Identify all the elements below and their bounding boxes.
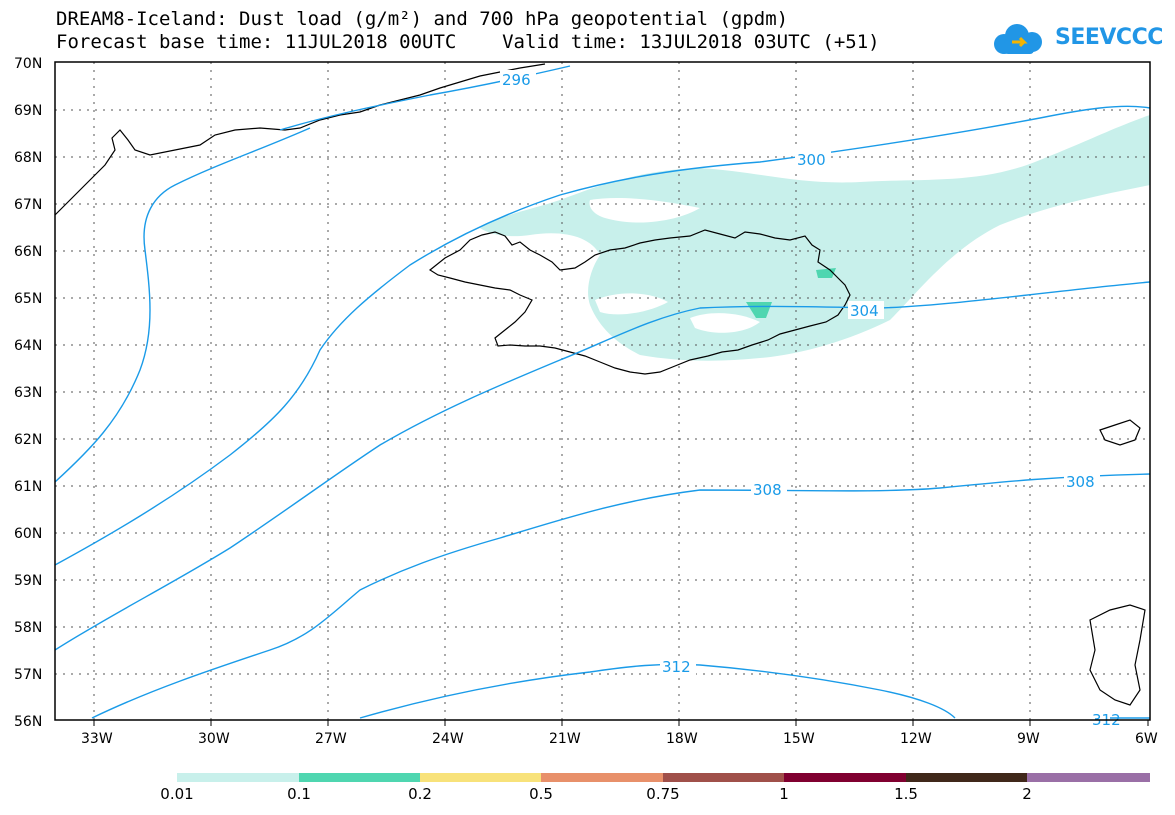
grid-lines	[55, 62, 1150, 720]
lon-label: 27W	[315, 731, 347, 747]
lon-label: 33W	[81, 731, 113, 747]
contour-label-312: 312	[662, 658, 691, 676]
colorbar	[177, 773, 1150, 782]
contour-308	[91, 473, 1151, 719]
lat-label: 64N	[14, 338, 42, 354]
lon-label: 24W	[432, 731, 464, 747]
contour-label-308: 308	[753, 481, 782, 499]
lat-label: 57N	[14, 667, 42, 683]
colorbar-label: 0.75	[646, 785, 680, 803]
tick-marks	[93, 720, 1149, 726]
iceland-coast	[428, 229, 851, 375]
lat-label: 69N	[14, 103, 42, 119]
lat-label: 61N	[14, 479, 42, 495]
lat-label: 62N	[14, 432, 42, 448]
cloud-icon	[994, 24, 1042, 54]
longitude-labels: 33W 30W 27W 24W 21W 18W 15W 12W 9W 6W	[81, 731, 1158, 747]
coastlines	[54, 63, 1146, 706]
colorbar-label: 0.1	[287, 785, 311, 803]
contour-304	[54, 281, 1151, 651]
lat-label: 66N	[14, 244, 42, 260]
dust-area-white-hole-2	[595, 293, 668, 315]
colorbar-swatch	[420, 773, 541, 782]
colorbar-label: 0.5	[529, 785, 553, 803]
lat-label: 65N	[14, 291, 42, 307]
lat-label: 67N	[14, 197, 42, 213]
contour-300	[54, 105, 1151, 566]
contour-labels: 296 300 304 308 308 312 312	[500, 70, 1121, 729]
lon-label: 6W	[1135, 731, 1158, 747]
faroe-coast	[1089, 604, 1146, 706]
lon-label: 12W	[900, 731, 932, 747]
lat-label: 68N	[14, 150, 42, 166]
lat-label: 58N	[14, 620, 42, 636]
latitude-labels: 70N 69N 68N 67N 66N 65N 64N 63N 62N 61N …	[14, 56, 42, 730]
colorbar-label: 0.01	[160, 785, 194, 803]
contour-label-304: 304	[850, 302, 879, 320]
contour-label-300: 300	[797, 151, 826, 169]
colorbar-swatch	[1027, 773, 1150, 782]
colorbar-swatch	[177, 773, 299, 782]
colorbar-swatch	[906, 773, 1027, 782]
lon-label: 9W	[1017, 731, 1040, 747]
lat-label: 60N	[14, 526, 42, 542]
colorbar-label: 1	[779, 785, 789, 803]
greenland-coast	[54, 63, 546, 216]
forecast-time-line: Forecast base time: 11JUL2018 00UTC Vali…	[56, 31, 880, 53]
colorbar-label: 1.5	[894, 785, 918, 803]
scotland-coast	[1099, 419, 1141, 446]
colorbar-label: 0.2	[408, 785, 432, 803]
lon-label: 30W	[198, 731, 230, 747]
lon-label: 21W	[549, 731, 581, 747]
contour-left	[54, 127, 311, 483]
geopotential-contours	[54, 65, 1151, 719]
map-title: DREAM8-Iceland: Dust load (g/m²) and 700…	[56, 8, 789, 30]
colorbar-label: 2	[1022, 785, 1032, 803]
contour-label-296: 296	[502, 71, 531, 89]
lon-label: 15W	[783, 731, 815, 747]
lat-label: 59N	[14, 573, 42, 589]
lon-label: 18W	[666, 731, 698, 747]
colorbar-swatch	[299, 773, 420, 782]
contour-label-308b: 308	[1066, 473, 1095, 491]
lat-label: 56N	[14, 714, 42, 730]
colorbar-swatch	[784, 773, 906, 782]
colorbar-swatch	[541, 773, 663, 782]
logo-text: SEEVCCC	[1055, 25, 1163, 50]
lat-label: 70N	[14, 56, 42, 72]
map-frame	[54, 61, 1151, 721]
contour-312	[359, 663, 956, 719]
colorbar-swatch	[663, 773, 784, 782]
dust-area-white-hole-3	[690, 313, 760, 333]
lat-label: 63N	[14, 385, 42, 401]
